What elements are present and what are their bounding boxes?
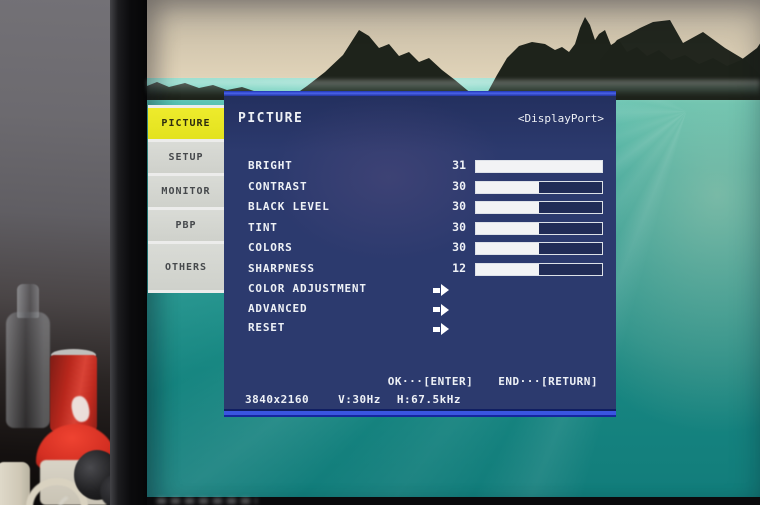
menu-item-advanced[interactable]: ADVANCED <box>224 300 616 320</box>
slider-fill <box>476 222 539 234</box>
setting-row-colors: COLORS 30 <box>224 239 616 260</box>
setting-row-tint: TINT 30 <box>224 219 616 240</box>
monitor-bezel <box>110 0 147 505</box>
sidebar-item-picture[interactable]: PICTURE <box>148 108 224 139</box>
sidebar-item-setup[interactable]: SETUP <box>148 142 224 173</box>
tint-slider[interactable] <box>475 221 603 235</box>
cream-mug <box>0 462 30 505</box>
menu-item-label: ADVANCED <box>248 301 308 315</box>
setting-label: COLORS <box>248 241 293 254</box>
sharpness-slider[interactable] <box>475 262 603 276</box>
slider-fill <box>476 202 539 213</box>
setting-label: BRIGHT <box>248 159 293 172</box>
setting-value: 30 <box>452 199 466 213</box>
setting-row-sharpness: SHARPNESS 12 <box>224 260 616 281</box>
slider-fill <box>476 243 539 254</box>
submenu-arrow-icon <box>433 323 455 335</box>
sidebar-item-others[interactable]: OTHERS <box>148 244 224 290</box>
contrast-slider[interactable] <box>475 180 603 194</box>
setting-value: 12 <box>452 260 466 275</box>
black-level-slider[interactable] <box>475 201 603 214</box>
panel-bottom-border <box>224 409 616 417</box>
menu-item-label: RESET <box>248 321 286 334</box>
monitor-logo <box>157 498 257 504</box>
signal-info: 3840x2160 V:30Hz H:67.5kHz <box>245 393 461 406</box>
submenu-arrow-icon <box>433 303 455 316</box>
horizontal-frequency: H:67.5kHz <box>396 393 461 406</box>
setting-label: BLACK LEVEL <box>248 200 330 213</box>
setting-label: SHARPNESS <box>248 261 315 275</box>
slider-fill <box>476 181 539 193</box>
osd-panel: PICTURE <DisplayPort> BRIGHT 31 CONTRAST… <box>224 91 616 417</box>
menu-item-reset[interactable]: RESET <box>224 319 616 339</box>
soda-can <box>50 355 97 432</box>
colors-slider[interactable] <box>475 242 603 255</box>
end-return-hint: END···[RETURN] <box>498 375 598 388</box>
setting-value: 30 <box>452 240 466 254</box>
slider-fill <box>476 263 539 275</box>
osd-sidebar: PICTURE SETUP MONITOR PBP OTHERS <box>148 105 224 293</box>
slider-fill <box>476 161 602 172</box>
key-hints: OK···[ENTER] END···[RETURN] <box>388 375 598 388</box>
setting-value: 30 <box>452 178 466 193</box>
settings-list: BRIGHT 31 CONTRAST 30 BLACK LEVEL 30 TIN… <box>224 157 616 339</box>
glass-bottle <box>6 312 50 428</box>
setting-value: 30 <box>452 219 466 234</box>
input-source-badge: <DisplayPort> <box>517 112 604 125</box>
setting-label: TINT <box>248 220 278 234</box>
panel-header: PICTURE <DisplayPort> <box>238 111 604 126</box>
setting-value: 31 <box>452 158 466 172</box>
ok-enter-hint: OK···[ENTER] <box>387 375 474 388</box>
resolution-readout: 3840x2160 <box>245 393 310 406</box>
sidebar-item-pbp[interactable]: PBP <box>148 210 224 241</box>
setting-row-black-level: BLACK LEVEL 30 <box>224 198 616 219</box>
setting-label: CONTRAST <box>248 179 308 193</box>
menu-item-label: COLOR ADJUSTMENT <box>248 282 367 295</box>
wallpaper-islands <box>147 17 760 100</box>
glass-bottle-neck <box>17 284 39 318</box>
page-title: PICTURE <box>238 111 304 126</box>
vertical-frequency: V:30Hz <box>338 393 381 406</box>
setting-row-bright: BRIGHT 31 <box>224 157 616 178</box>
setting-row-contrast: CONTRAST 30 <box>224 178 616 199</box>
panel-top-border <box>224 91 616 96</box>
bright-slider[interactable] <box>475 160 603 173</box>
sidebar-item-monitor[interactable]: MONITOR <box>148 176 224 207</box>
submenu-arrow-icon <box>433 284 455 296</box>
menu-item-color-adjustment[interactable]: COLOR ADJUSTMENT <box>224 280 616 300</box>
monitor-bottom-bezel <box>147 497 760 505</box>
